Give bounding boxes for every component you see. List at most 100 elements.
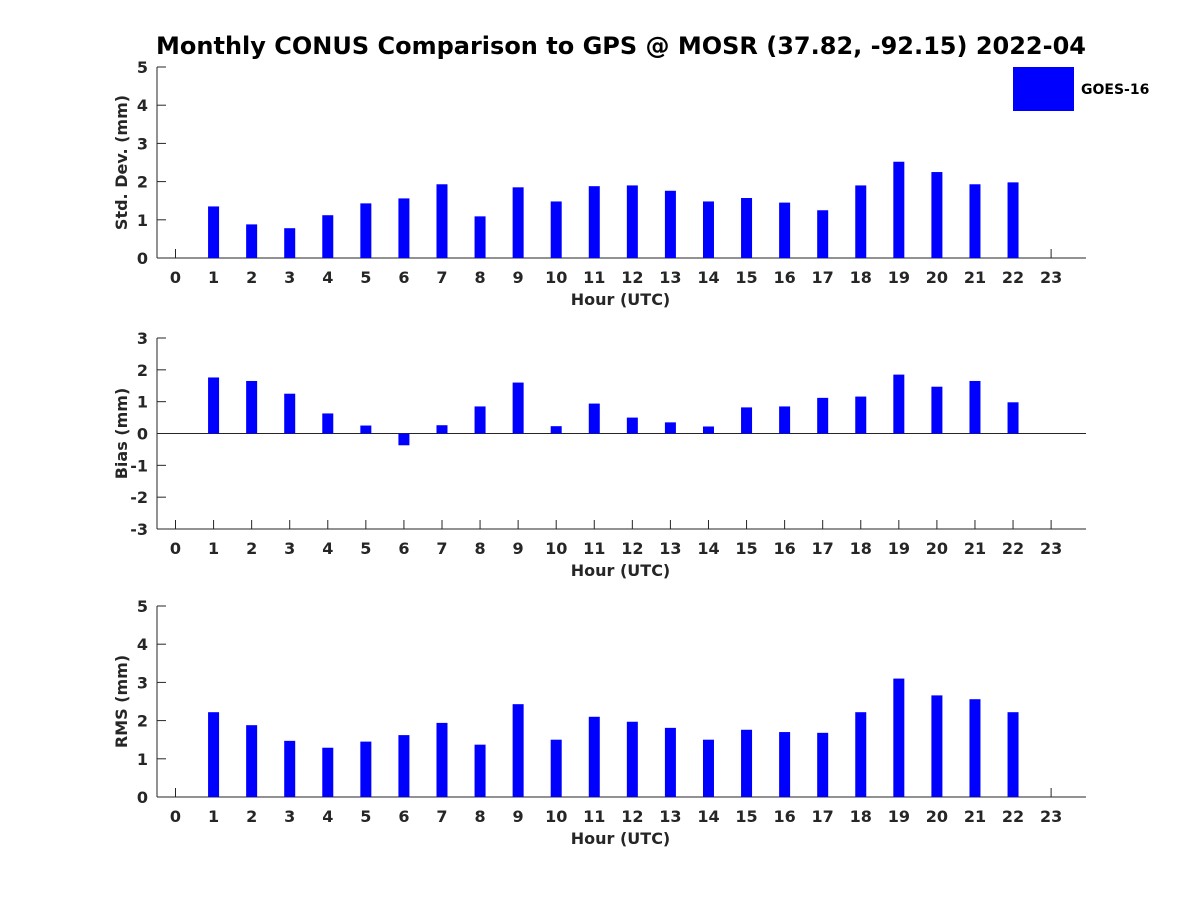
rms-bar-hour-4 [322,747,334,797]
std-dev-xtick-label: 11 [583,268,605,287]
rms-bar-hour-12 [626,721,638,797]
std-dev-bar-hour-9 [512,187,524,258]
bias-bar-hour-14 [702,426,714,434]
rms-xtick-label: 4 [322,807,333,826]
bias-bar-hour-18 [855,396,867,434]
rms-bar-hour-8 [474,744,486,797]
rms-bar-hour-17 [817,732,829,797]
std-dev-xtick-label: 10 [545,268,567,287]
bias-xtick-label: 19 [888,539,910,558]
rms-bar-hour-10 [550,739,562,797]
std-dev-xtick-label: 13 [659,268,681,287]
bias-ytick-label: -1 [130,456,148,475]
std-dev-xtick-label: 7 [436,268,447,287]
bias-xtick-label: 20 [926,539,948,558]
bias-xtick-label: 9 [513,539,524,558]
rms-bar-hour-7 [436,722,448,797]
std-dev-x-axis-label: Hour (UTC) [571,290,671,309]
rms-xtick-label: 7 [436,807,447,826]
bias-bar-hour-3 [284,393,296,434]
bias-xtick-label: 21 [964,539,986,558]
bias-xtick-label: 4 [322,539,333,558]
rms-xtick-label: 20 [926,807,948,826]
std-dev-bar-hour-18 [855,185,867,258]
rms-xtick-label: 3 [284,807,295,826]
std-dev-bar-hour-17 [817,210,829,258]
rms-bar-hour-11 [588,716,600,797]
std-dev-bar-hour-2 [246,224,258,258]
bias-xtick-label: 18 [850,539,872,558]
std-dev-xtick-label: 18 [850,268,872,287]
std-dev-bar-hour-15 [741,198,753,258]
rms-bar-hour-19 [893,678,905,797]
bias-bar-hour-21 [969,380,981,434]
bias-xtick-label: 23 [1040,539,1062,558]
rms-ytick-label: 0 [137,788,148,807]
bias-xtick-label: 10 [545,539,567,558]
bias-xtick-label: 5 [360,539,371,558]
bias-bar-hour-7 [436,425,448,434]
std-dev-xtick-label: 17 [812,268,834,287]
rms-bar-hour-3 [284,740,296,797]
bias-xtick-label: 1 [208,539,219,558]
bias-bar-hour-5 [360,425,372,434]
std-dev-xtick-label: 15 [735,268,757,287]
std-dev-xtick-label: 0 [170,268,181,287]
rms-xtick-label: 10 [545,807,567,826]
rms-bar-hour-20 [931,695,943,797]
std-dev-xtick-label: 6 [398,268,409,287]
rms-xtick-label: 11 [583,807,605,826]
std-dev-bar-hour-20 [931,172,943,258]
std-dev-ytick-label: 1 [137,211,148,230]
std-dev-bar-hour-12 [626,185,638,258]
std-dev-xtick-label: 3 [284,268,295,287]
std-dev-bar-hour-6 [398,198,410,258]
bias-xtick-label: 14 [697,539,719,558]
rms-bar-hour-22 [1007,712,1019,797]
rms-xtick-label: 16 [773,807,795,826]
std-dev-bar-hour-7 [436,184,448,258]
rms-ytick-label: 5 [137,597,148,616]
rms-bar-hour-13 [664,727,676,797]
std-dev-xtick-label: 4 [322,268,333,287]
bias-ytick-label: -2 [130,488,148,507]
std-dev-bar-hour-19 [893,161,905,258]
bias-bar-hour-10 [550,426,562,434]
rms-bar-hour-9 [512,704,524,797]
bias-bar-hour-19 [893,374,905,434]
rms-bar-hour-21 [969,699,981,797]
bias-xtick-label: 0 [170,539,181,558]
std-dev-ytick-label: 0 [137,249,148,268]
bias-ytick-label: 3 [137,329,148,348]
rms-xtick-label: 13 [659,807,681,826]
std-dev-ytick-label: 5 [137,58,148,77]
std-dev-xtick-label: 1 [208,268,219,287]
std-dev-bar-hour-13 [664,190,676,258]
bias-bar-hour-1 [208,377,220,434]
bias-y-axis-label: Bias (mm) [112,388,131,480]
std-dev-xtick-label: 14 [697,268,719,287]
std-dev-bar-hour-8 [474,216,486,258]
std-dev-bar-hour-14 [702,201,714,258]
std-dev-bar-hour-3 [284,228,296,258]
bias-ytick-label: 2 [137,361,148,380]
bias-xtick-label: 8 [474,539,485,558]
rms-xtick-label: 14 [697,807,719,826]
rms-xtick-label: 9 [513,807,524,826]
bias-xtick-label: 13 [659,539,681,558]
bias-xtick-label: 7 [436,539,447,558]
bias-bar-hour-17 [817,397,829,434]
bias-ytick-label: 1 [137,393,148,412]
rms-xtick-label: 12 [621,807,643,826]
bias-bar-hour-8 [474,406,486,434]
std-dev-y-axis-label: Std. Dev. (mm) [112,95,131,230]
rms-xtick-label: 6 [398,807,409,826]
std-dev-bar-hour-5 [360,203,372,258]
std-dev-xtick-label: 8 [474,268,485,287]
std-dev-xtick-label: 2 [246,268,257,287]
rms-x-axis-label: Hour (UTC) [571,829,671,848]
rms-xtick-label: 22 [1002,807,1024,826]
bias-bar-hour-6 [398,433,410,446]
legend-swatch-goes16 [1013,67,1074,111]
bias-xtick-label: 6 [398,539,409,558]
